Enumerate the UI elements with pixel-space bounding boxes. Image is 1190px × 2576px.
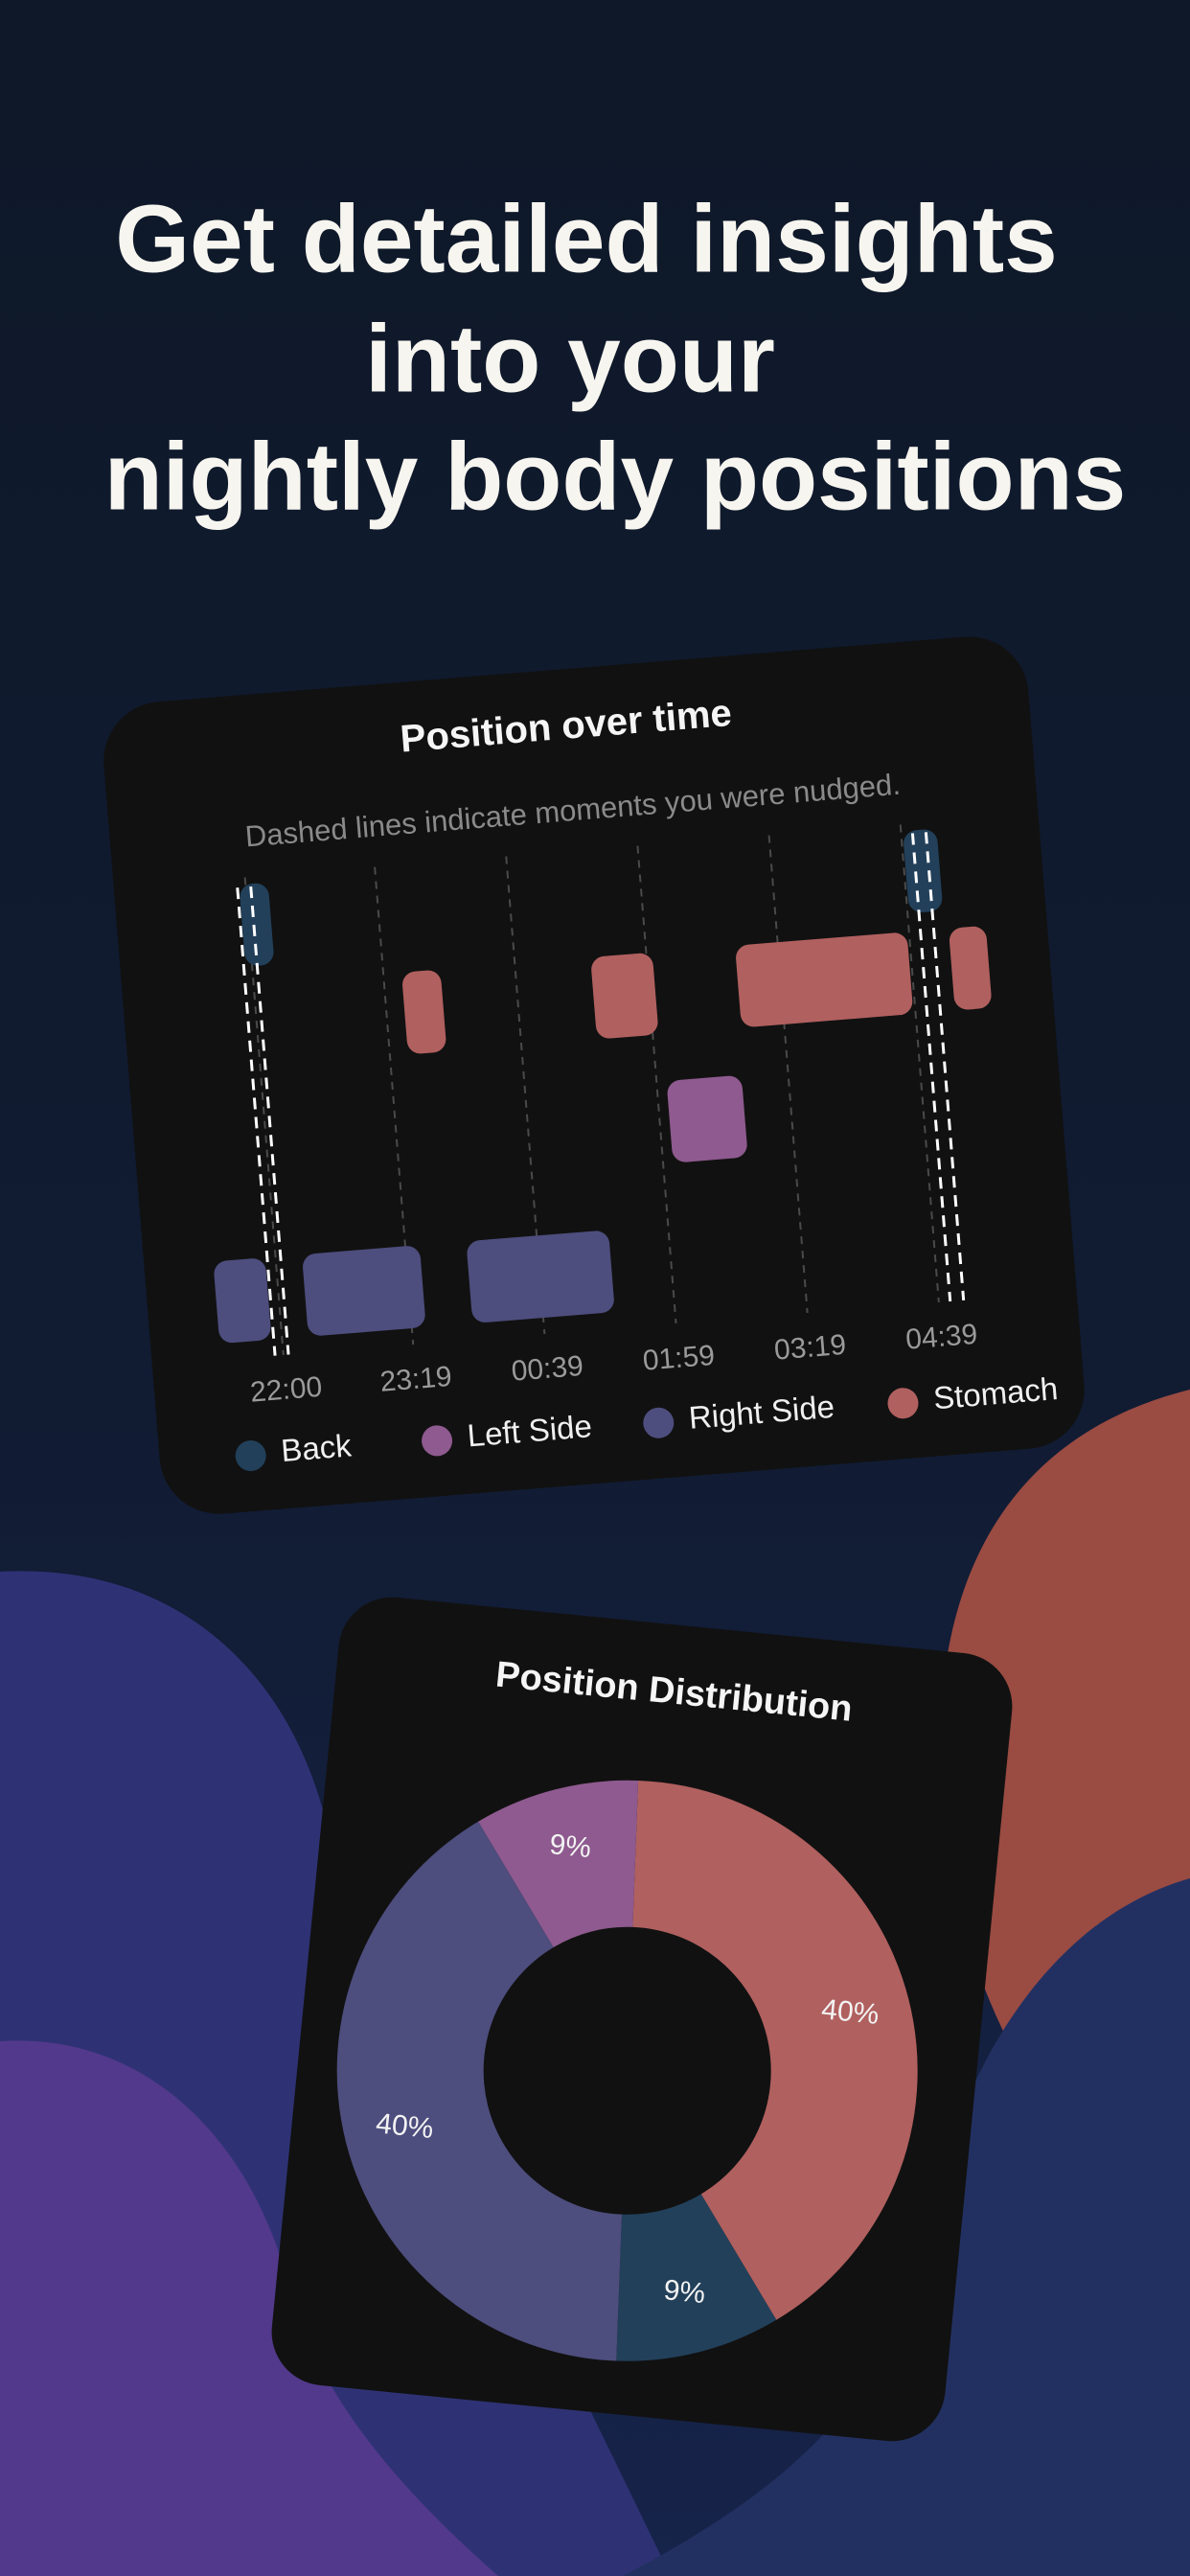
x-tick-label: 01:59	[642, 1340, 716, 1377]
value-label: 9%	[548, 1828, 592, 1864]
x-tick-label: 22:00	[249, 1371, 323, 1409]
position-bar	[667, 1075, 747, 1162]
position-bar	[214, 1258, 271, 1344]
blob-blue	[623, 1878, 1190, 2576]
nudge-line	[924, 832, 966, 1300]
legend-swatch	[643, 1407, 675, 1438]
position-bar	[467, 1230, 614, 1322]
position-bar	[736, 932, 913, 1027]
blob-purple	[0, 2040, 498, 2576]
x-tick-label: 00:39	[511, 1350, 584, 1388]
headline: Get detailed insights	[115, 185, 1058, 292]
position-bar	[240, 883, 274, 966]
donut-slice	[478, 1780, 639, 1948]
value-label: 40%	[820, 1993, 881, 2031]
x-tick-label: 03:19	[773, 1329, 847, 1367]
donut-slice	[632, 1780, 918, 2320]
nudge-line	[910, 833, 952, 1302]
legend-label: Back	[280, 1427, 354, 1468]
legend-swatch	[887, 1388, 919, 1419]
position-bar	[402, 970, 446, 1054]
x-tick-label: 23:19	[378, 1361, 452, 1398]
value-label: 9%	[662, 2274, 706, 2310]
headline: nightly body positions	[104, 423, 1127, 530]
nudge-line	[236, 887, 277, 1356]
headline: into your	[365, 305, 775, 412]
position-bar	[303, 1246, 425, 1336]
position-bar	[591, 953, 658, 1039]
donut-slice	[616, 2194, 777, 2361]
legend-swatch	[235, 1440, 266, 1472]
legend-swatch	[422, 1425, 453, 1457]
value-label: 40%	[375, 2107, 435, 2145]
position-bar	[949, 926, 992, 1010]
x-tick-label: 04:39	[904, 1319, 978, 1356]
header: Get detailed insights into your nightly …	[104, 185, 1127, 530]
position-bar	[904, 829, 943, 912]
donut-slice	[336, 1821, 623, 2361]
nudge-line	[249, 886, 290, 1355]
